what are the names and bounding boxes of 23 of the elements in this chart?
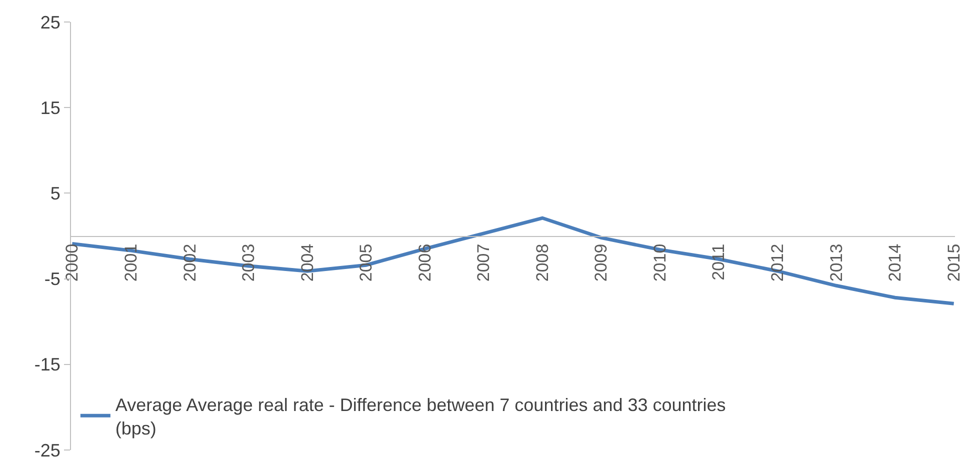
y-tick-label: 15 — [40, 98, 60, 118]
x-tick-label: 2002 — [180, 244, 200, 282]
x-tick-label: 2012 — [768, 244, 788, 282]
y-tick-label: -15 — [34, 354, 60, 375]
y-tick-label: -5 — [44, 269, 60, 290]
legend-label: Average Average real rate - Difference between 7 countries and 33 countries (bps) — [115, 394, 726, 438]
y-tick-label: -25 — [34, 440, 60, 460]
x-tick-label: 2009 — [592, 244, 611, 282]
x-tick-label: 2015 — [944, 244, 964, 282]
x-tick-label: 2003 — [239, 244, 258, 282]
x-tick-label: 2010 — [650, 244, 670, 282]
x-tick-label: 2005 — [356, 244, 376, 282]
x-tick-label: 2000 — [62, 244, 82, 282]
x-tick-label: 2011 — [709, 244, 728, 280]
x-tick-label: 2004 — [298, 244, 317, 282]
x-tick-label: 2007 — [474, 244, 494, 282]
y-tick-label: 5 — [50, 184, 60, 204]
y-tick-label: 25 — [40, 12, 60, 32]
x-tick-label: 2006 — [415, 244, 434, 282]
x-tick-label: 2001 — [121, 244, 140, 282]
x-tick-label: 2008 — [532, 244, 552, 282]
x-tick-label: 2013 — [826, 244, 846, 282]
x-tick-label: 2014 — [886, 244, 905, 282]
